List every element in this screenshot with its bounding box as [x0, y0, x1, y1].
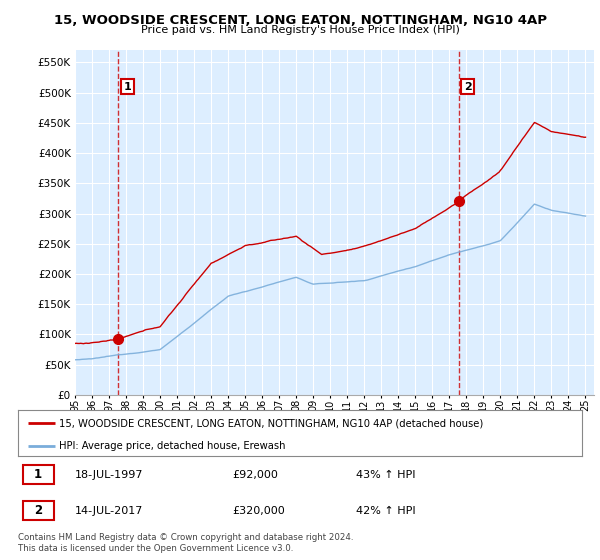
Text: £320,000: £320,000 [232, 506, 285, 516]
Text: Price paid vs. HM Land Registry's House Price Index (HPI): Price paid vs. HM Land Registry's House … [140, 25, 460, 35]
Text: Contains HM Land Registry data © Crown copyright and database right 2024.
This d: Contains HM Land Registry data © Crown c… [18, 533, 353, 553]
Text: 15, WOODSIDE CRESCENT, LONG EATON, NOTTINGHAM, NG10 4AP: 15, WOODSIDE CRESCENT, LONG EATON, NOTTI… [53, 14, 547, 27]
Text: 2: 2 [34, 504, 42, 517]
Text: 1: 1 [124, 82, 131, 92]
FancyBboxPatch shape [23, 501, 53, 520]
Text: 14-JUL-2017: 14-JUL-2017 [74, 506, 143, 516]
Text: 43% ↑ HPI: 43% ↑ HPI [356, 470, 416, 480]
Text: 18-JUL-1997: 18-JUL-1997 [74, 470, 143, 480]
Text: 42% ↑ HPI: 42% ↑ HPI [356, 506, 416, 516]
Text: HPI: Average price, detached house, Erewash: HPI: Average price, detached house, Erew… [59, 441, 285, 451]
Text: £92,000: £92,000 [232, 470, 278, 480]
Text: 15, WOODSIDE CRESCENT, LONG EATON, NOTTINGHAM, NG10 4AP (detached house): 15, WOODSIDE CRESCENT, LONG EATON, NOTTI… [59, 418, 483, 428]
Text: 1: 1 [34, 468, 42, 481]
Text: 2: 2 [464, 82, 472, 92]
FancyBboxPatch shape [23, 465, 53, 484]
